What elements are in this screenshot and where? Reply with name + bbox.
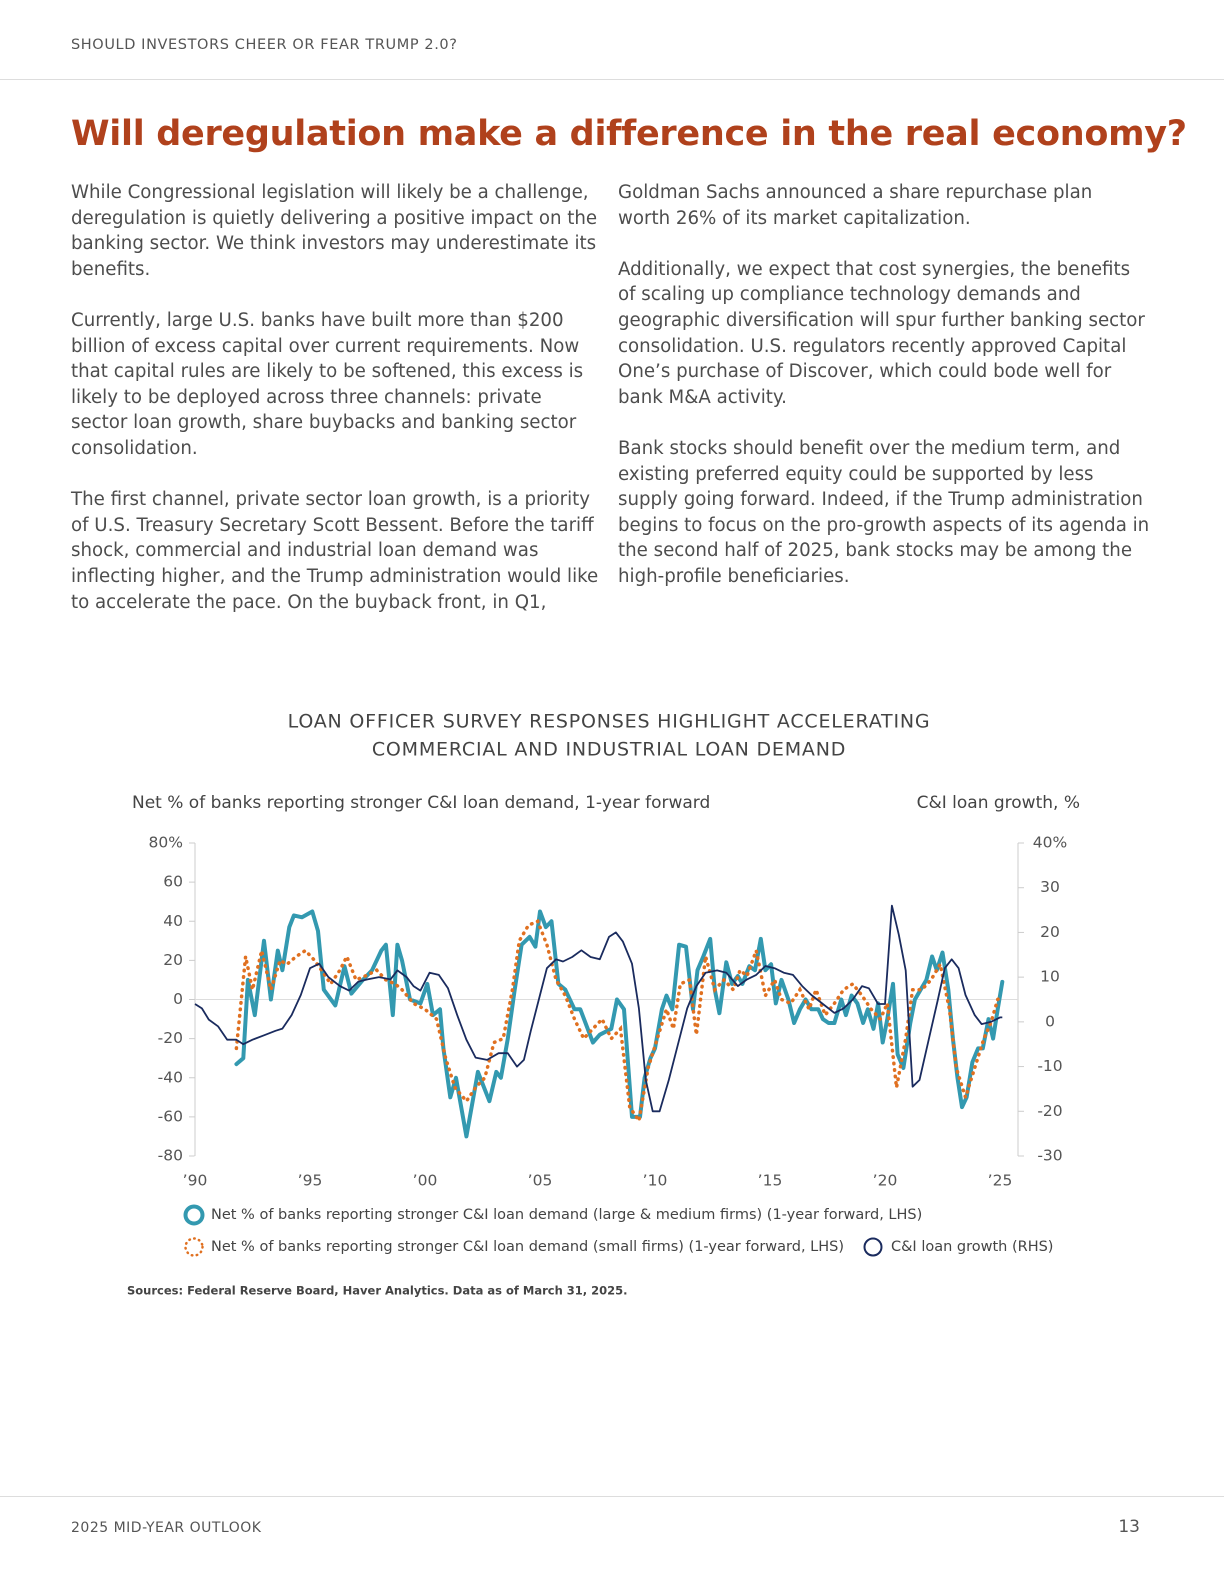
series-line xyxy=(234,909,1005,1139)
y2-tick-label: 10 xyxy=(1040,968,1060,986)
x-tick-label: ’90 xyxy=(183,1172,208,1190)
x-tick-label: ’25 xyxy=(988,1172,1013,1190)
y-tick-label: -60 xyxy=(158,1107,183,1125)
series-line xyxy=(194,904,1003,1113)
legend-label: Net % of banks reporting stronger C&I lo… xyxy=(211,1207,922,1223)
footer-rule xyxy=(0,1496,1224,1497)
x-tick-label: ’20 xyxy=(873,1172,898,1190)
legend-marker xyxy=(183,1204,205,1226)
paragraph: Currently, large U.S. banks have built m… xyxy=(71,309,584,459)
x-tick-label: ’15 xyxy=(758,1172,783,1190)
paragraph: Bank stocks should benefit over the medi… xyxy=(618,437,1150,587)
y2-tick-label: -10 xyxy=(1037,1057,1062,1075)
legend-marker xyxy=(184,1237,204,1257)
left-column: While Congressional legislation will lik… xyxy=(71,180,603,641)
legend-label: C&I loan growth (RHS) xyxy=(891,1239,1053,1255)
x-tick-label: ’05 xyxy=(528,1172,553,1190)
y-tick-label: 20 xyxy=(163,951,183,969)
header-rule xyxy=(0,79,1224,80)
y-tick-label: -80 xyxy=(158,1147,183,1165)
source-note: Sources: Federal Reserve Board, Haver An… xyxy=(127,1284,628,1298)
y2-tick-label: 0 xyxy=(1045,1012,1055,1030)
x-tick-label: ’10 xyxy=(643,1172,668,1190)
legend-marker xyxy=(863,1237,883,1257)
paragraph: The first channel, private sector loan g… xyxy=(71,489,599,613)
y2-tick-label: -30 xyxy=(1037,1147,1062,1165)
paragraph: While Congressional legislation will lik… xyxy=(71,182,598,280)
legend-label: Net % of banks reporting stronger C&I lo… xyxy=(211,1239,844,1255)
page-title: Will deregulation make a difference in t… xyxy=(71,114,1187,154)
y2-tick-label: 30 xyxy=(1040,878,1060,896)
x-tick-label: ’00 xyxy=(413,1172,438,1190)
y-tick-label: 80% xyxy=(149,834,183,852)
y2-tick-label: -20 xyxy=(1037,1102,1062,1120)
y-tick-label: 40 xyxy=(163,912,183,930)
running-header: SHOULD INVESTORS CHEER OR FEAR TRUMP 2.0… xyxy=(71,37,458,53)
footer-publication: 2025 MID-YEAR OUTLOOK xyxy=(71,1520,262,1536)
y-tick-label: -40 xyxy=(158,1068,183,1086)
x-tick-label: ’95 xyxy=(298,1172,323,1190)
y2-axis-label: C&I loan growth, % xyxy=(917,793,1080,813)
y-tick-label: 0 xyxy=(173,990,183,1008)
y-tick-label: 60 xyxy=(163,873,183,891)
chart: LOAN OFFICER SURVEY RESPONSES HIGHLIGHT … xyxy=(127,711,1080,1298)
paragraph: Additionally, we expect that cost synerg… xyxy=(618,258,1145,408)
y2-tick-label: 40% xyxy=(1033,834,1067,852)
chart-title: COMMERCIAL AND INDUSTRIAL LOAN DEMAND xyxy=(372,739,846,761)
paragraph: Goldman Sachs announced a share repurcha… xyxy=(618,182,1093,229)
series-line xyxy=(234,918,1005,1126)
y-tick-label: -20 xyxy=(158,1029,183,1047)
y2-tick-label: 20 xyxy=(1040,923,1060,941)
y-axis-label: Net % of banks reporting stronger C&I lo… xyxy=(132,793,710,813)
page-number: 13 xyxy=(1118,1517,1140,1537)
right-column: Goldman Sachs announced a share repurcha… xyxy=(618,180,1150,615)
chart-title: LOAN OFFICER SURVEY RESPONSES HIGHLIGHT … xyxy=(288,711,931,733)
